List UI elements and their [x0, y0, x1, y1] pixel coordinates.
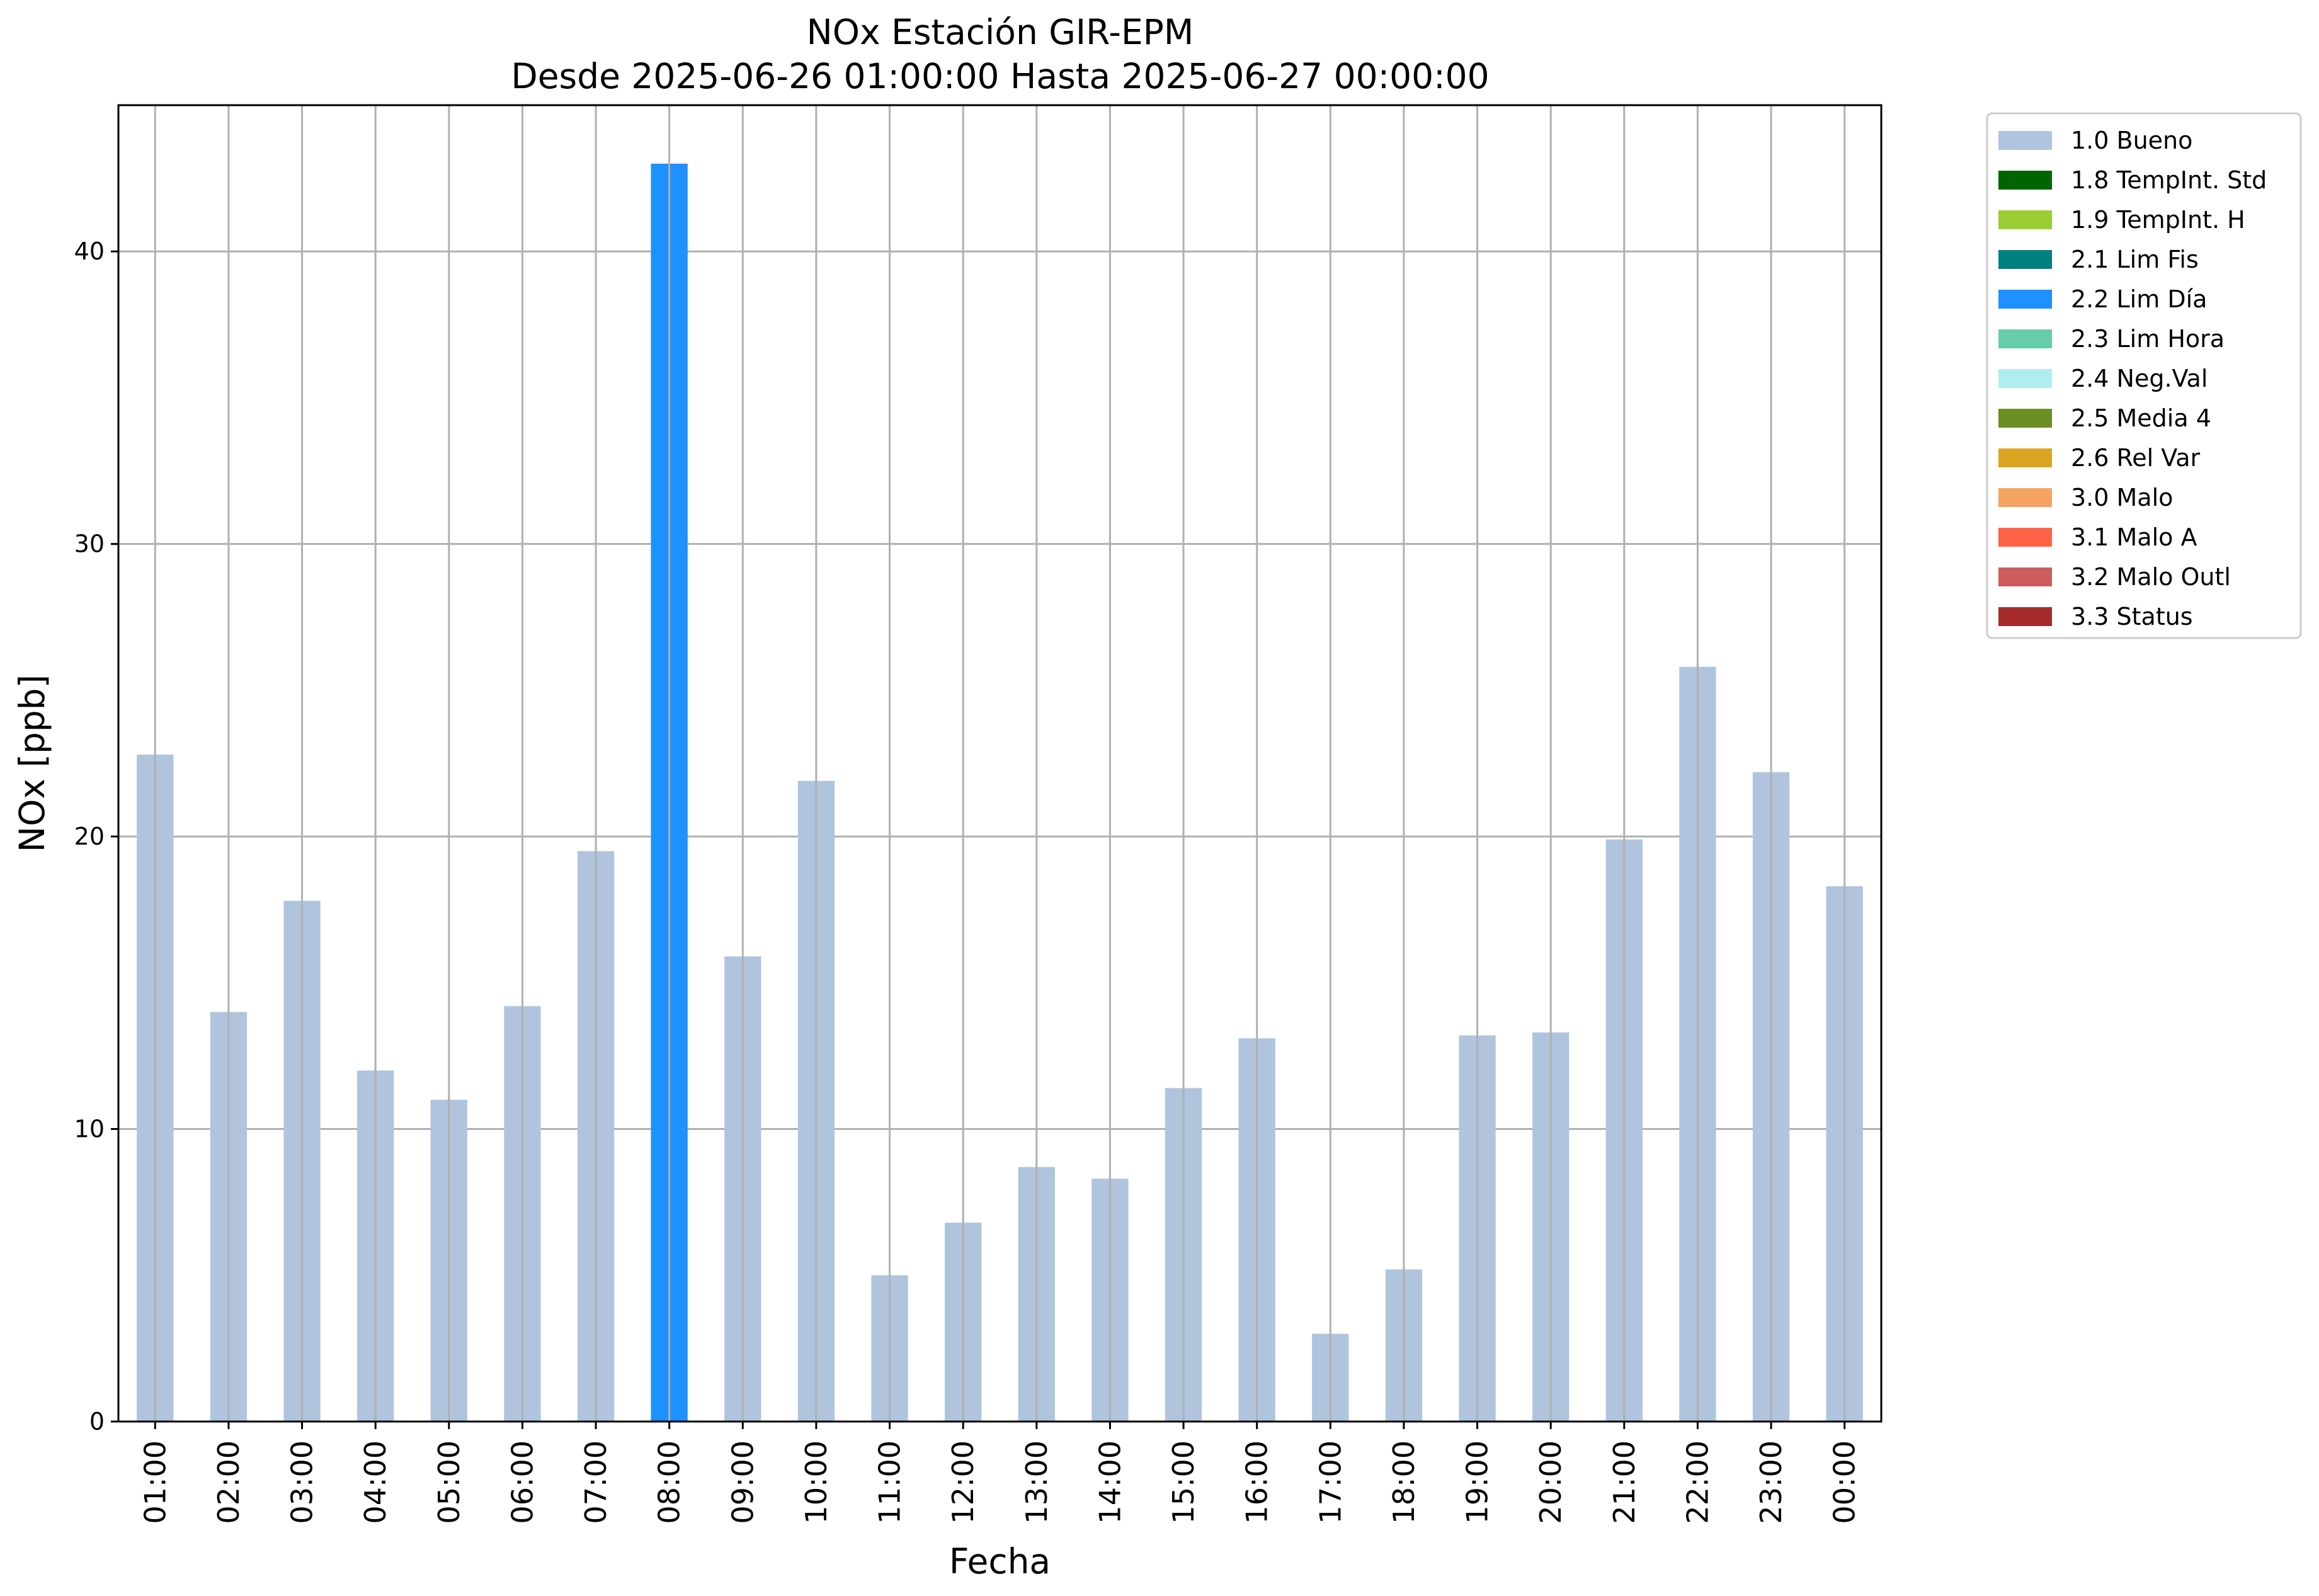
legend-label: 2.2 Lim Día	[2071, 285, 2207, 313]
legend-swatch	[1998, 567, 2052, 586]
x-tick-label: 11:00	[873, 1440, 907, 1524]
x-tick-label: 23:00	[1754, 1440, 1788, 1524]
legend-label: 2.1 Lim Fis	[2071, 246, 2199, 273]
legend-label: 2.6 Rel Var	[2071, 444, 2201, 472]
x-tick-label: 22:00	[1680, 1440, 1714, 1524]
chart-title: NOx Estación GIR-EPM	[807, 12, 1194, 52]
x-axis-label: Fecha	[949, 1541, 1051, 1582]
y-tick-label: 10	[74, 1115, 105, 1143]
legend-label: 3.1 Malo A	[2071, 523, 2197, 551]
x-tick-label: 06:00	[505, 1440, 539, 1524]
legend-label: 3.0 Malo	[2071, 484, 2173, 511]
legend-swatch	[1998, 290, 2052, 309]
legend-swatch	[1998, 171, 2052, 190]
legend-label: 1.9 TempInt. H	[2071, 206, 2245, 234]
legend-swatch	[1998, 369, 2052, 388]
x-axis-ticks: 01:00 02:00 03:00 04:00 05:00 06:00 07:00 08:00…	[138, 1422, 1862, 1524]
x-tick-label: 18:00	[1387, 1440, 1421, 1524]
x-tick-label: 03:00	[285, 1440, 319, 1524]
plot-frame	[117, 104, 1883, 1423]
y-tick-label: 40	[74, 237, 105, 265]
legend-swatch	[1998, 131, 2052, 150]
legend-label: 1.0 Bueno	[2071, 127, 2192, 154]
y-tick-label: 30	[74, 530, 105, 558]
x-tick-label: 04:00	[358, 1440, 392, 1524]
bar-series	[137, 163, 1863, 1422]
x-tick-label: 15:00	[1166, 1440, 1200, 1524]
x-tick-label: 07:00	[579, 1440, 613, 1524]
legend-swatch	[1998, 607, 2052, 626]
legend: 1.0 Bueno 1.8 TempInt. Std 1.9 TempInt. H 2…	[1986, 112, 2302, 639]
y-tick-label: 0	[89, 1408, 105, 1435]
y-axis-ticks: 0 10 20 30 40	[74, 237, 118, 1435]
legend-label: 3.3 Status	[2071, 603, 2193, 630]
legend-label: 2.5 Media 4	[2071, 404, 2211, 432]
x-tick-label: 19:00	[1461, 1440, 1495, 1524]
legend-label: 1.8 TempInt. Std	[2071, 166, 2267, 194]
x-tick-label: 05:00	[432, 1440, 466, 1524]
y-axis-label: NOx [ppb]	[12, 675, 52, 852]
legend-swatch	[1998, 409, 2052, 428]
x-tick-label: 17:00	[1313, 1440, 1347, 1524]
x-tick-label: 02:00	[212, 1440, 246, 1524]
legend-swatch	[1998, 528, 2052, 547]
chart-subtitle: Desde 2025-06-26 01:00:00 Hasta 2025-06-…	[511, 56, 1489, 96]
legend-swatch	[1998, 250, 2052, 269]
legend-label: 2.4 Neg.Val	[2071, 365, 2208, 392]
x-tick-label: 01:00	[138, 1440, 172, 1524]
legend-swatch	[1998, 329, 2052, 348]
legend-label: 3.2 Malo Outl	[2071, 563, 2231, 591]
x-tick-label: 10:00	[799, 1440, 833, 1524]
x-tick-label: 12:00	[946, 1440, 980, 1524]
legend-swatch	[1998, 448, 2052, 467]
legend-label: 2.3 Lim Hora	[2071, 325, 2225, 353]
x-tick-label: 09:00	[726, 1440, 760, 1524]
vertical-grid-lines	[154, 105, 1846, 1422]
x-tick-label: 08:00	[652, 1440, 687, 1524]
x-tick-label: 20:00	[1534, 1440, 1568, 1524]
x-tick-label: 13:00	[1020, 1440, 1054, 1524]
legend-swatch	[1998, 488, 2052, 507]
x-tick-label: 21:00	[1607, 1440, 1641, 1524]
x-tick-label: 14:00	[1093, 1440, 1127, 1524]
legend-swatch	[1998, 210, 2052, 229]
x-tick-label: 16:00	[1240, 1440, 1274, 1524]
x-tick-label: 00:00	[1828, 1440, 1862, 1524]
legend-box	[1986, 112, 2302, 639]
y-tick-label: 20	[74, 823, 105, 850]
